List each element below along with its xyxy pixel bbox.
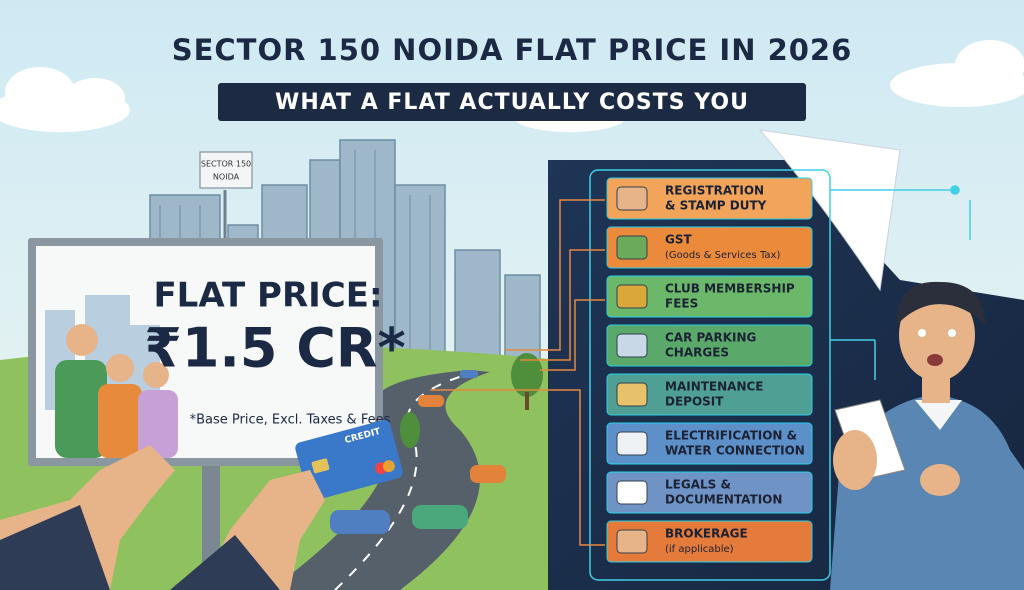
cost-label: CAR PARKING — [665, 331, 756, 345]
man — [830, 281, 1024, 590]
cost-label: (if applicable) — [665, 544, 734, 555]
billboard-post — [202, 460, 220, 570]
cost-item — [606, 471, 813, 514]
billboard-heading: FLAT PRICE: — [153, 276, 382, 316]
cost-label: CHARGES — [665, 346, 729, 360]
cost-item — [606, 373, 813, 416]
cost-label: WATER CONNECTION — [665, 444, 805, 458]
cost-item — [606, 520, 813, 563]
cost-icon — [616, 333, 648, 358]
cost-icon — [616, 382, 648, 407]
arrows — [430, 199, 605, 546]
subtitle: WHAT A FLAT ACTUALLY COSTS YOU — [275, 90, 749, 115]
cost-label: FEES — [665, 297, 698, 311]
cost-label: LEGALS & — [665, 478, 731, 492]
right-sleeve — [170, 535, 280, 590]
left-sleeve — [0, 505, 110, 590]
sign-text: SECTOR 150 — [201, 160, 251, 169]
cost-icon — [616, 529, 648, 554]
cost-label: DEPOSIT — [665, 395, 724, 409]
cost-icon — [616, 235, 648, 260]
cost-list: REGISTRATION& STAMP DUTY GST (Goods & Serv… — [606, 177, 813, 563]
cost-label: REGISTRATION — [665, 184, 764, 198]
circuit-lines — [589, 169, 971, 581]
sign-board — [199, 151, 253, 189]
cost-item — [606, 177, 813, 220]
trees — [400, 353, 543, 448]
cost-icon — [616, 480, 648, 505]
cost-label: ELECTRIFICATION & — [665, 429, 797, 443]
billboard-note: *Base Price, Excl. Taxes & Fees — [190, 413, 391, 428]
cost-item — [606, 324, 813, 367]
cost-icon — [616, 284, 648, 309]
cost-label: DOCUMENTATION — [665, 493, 782, 507]
cost-label: BROKERAGE — [665, 527, 748, 541]
clouds — [0, 40, 1024, 132]
sign-text: NOIDA — [213, 173, 240, 182]
family — [55, 324, 178, 458]
cost-label: GST — [665, 233, 692, 247]
cost-item — [606, 275, 813, 318]
credit-card: CREDIT — [295, 419, 403, 501]
cost-label: MAINTENANCE — [665, 380, 764, 394]
billboard-price: ₹1.5 CR* — [144, 317, 405, 380]
cost-icon — [616, 431, 648, 456]
subtitle-banner — [218, 83, 806, 121]
title: SECTOR 150 NOIDA FLAT PRICE IN 2026 — [172, 33, 853, 67]
cost-item — [606, 422, 813, 465]
cost-label: (Goods & Services Tax) — [665, 250, 780, 261]
cost-icon — [616, 186, 648, 211]
cost-label: & STAMP DUTY — [665, 199, 767, 213]
road-marking — [334, 371, 476, 590]
cars — [330, 370, 506, 534]
cost-label: CLUB MEMBERSHIP — [665, 282, 795, 296]
cost-item — [606, 226, 813, 269]
